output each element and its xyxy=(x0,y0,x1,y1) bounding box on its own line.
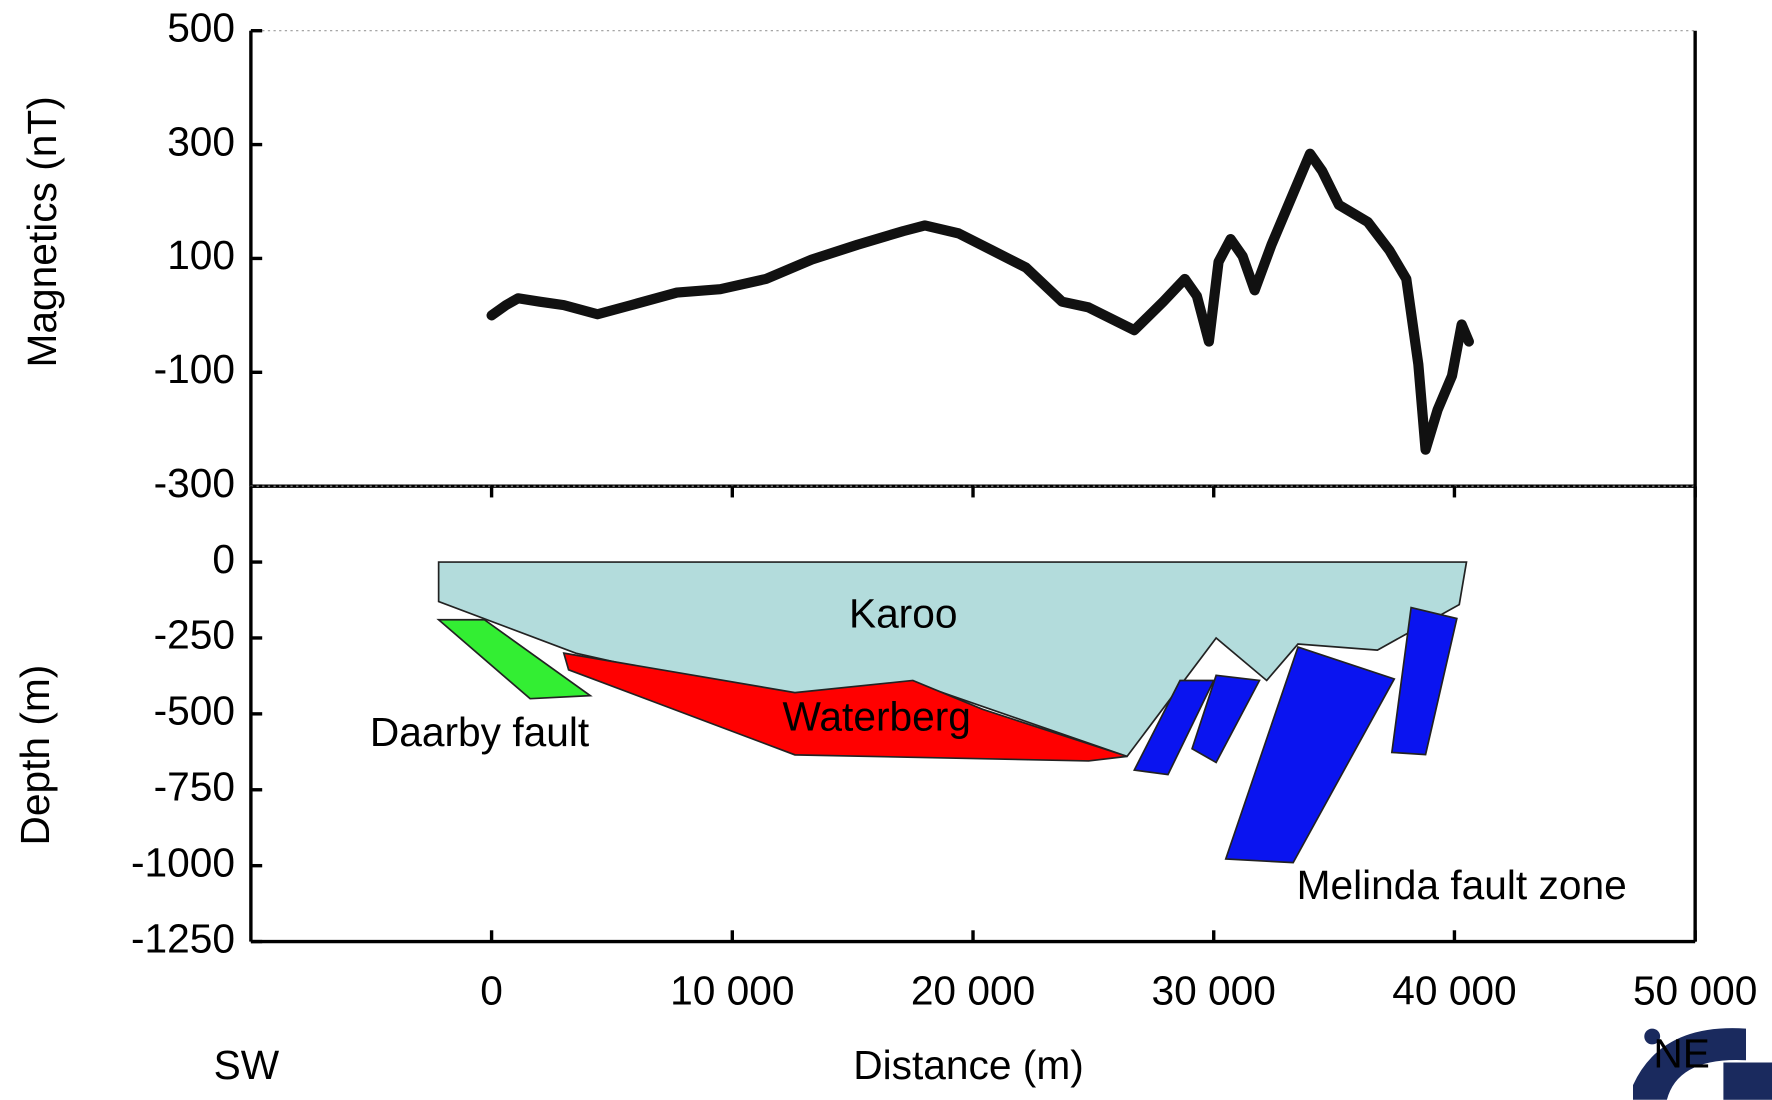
x-tick-label: 20 000 xyxy=(911,967,1035,1013)
geologic-body xyxy=(1390,606,1458,756)
y-tick-label: 500 xyxy=(167,4,235,50)
y-tick-label: -1250 xyxy=(131,915,235,961)
x-tick-label: 40 000 xyxy=(1392,967,1516,1013)
direction-label: NE xyxy=(1653,1031,1710,1077)
geologic-body xyxy=(1224,645,1396,864)
y-tick-label: -750 xyxy=(154,764,235,810)
annotation: Melinda fault zone xyxy=(1297,862,1627,908)
logo-block xyxy=(1723,1062,1772,1100)
y-tick-label: -500 xyxy=(154,688,235,734)
plot-frame xyxy=(250,30,1696,487)
y-tick-label: -250 xyxy=(154,612,235,658)
logo-arc xyxy=(1632,1028,1747,1100)
direction-label: SW xyxy=(214,1042,280,1088)
x-tick-label: 0 xyxy=(480,967,503,1013)
geologic-body xyxy=(436,618,593,700)
y-tick-label: 100 xyxy=(167,232,235,278)
y-tick-label: 0 xyxy=(212,536,235,582)
y-tick-label: -1000 xyxy=(131,839,235,885)
y-tick-label: -100 xyxy=(154,346,235,392)
geologic-body xyxy=(437,561,1468,758)
y-axis-title: Magnetics (nT) xyxy=(19,96,65,367)
geologic-body xyxy=(1191,674,1261,764)
magnetics-line xyxy=(486,148,1474,455)
y-tick-label: -300 xyxy=(154,460,235,506)
geologic-body xyxy=(1132,679,1216,776)
annotation: Karoo xyxy=(849,590,958,636)
annotation: Daarby fault xyxy=(370,709,589,755)
x-axis-title: Distance (m) xyxy=(853,1042,1084,1088)
annotation: Waterberg xyxy=(783,694,971,740)
x-tick-label: 30 000 xyxy=(1152,967,1276,1013)
x-tick-label: 10 000 xyxy=(670,967,794,1013)
x-tick-label: 50 000 xyxy=(1633,967,1757,1013)
y-axis-title: Depth (m) xyxy=(12,665,58,846)
logo xyxy=(1632,1028,1772,1100)
logo-dot xyxy=(1644,1028,1661,1045)
y-tick-label: 300 xyxy=(167,118,235,164)
geologic-body xyxy=(562,652,1128,762)
